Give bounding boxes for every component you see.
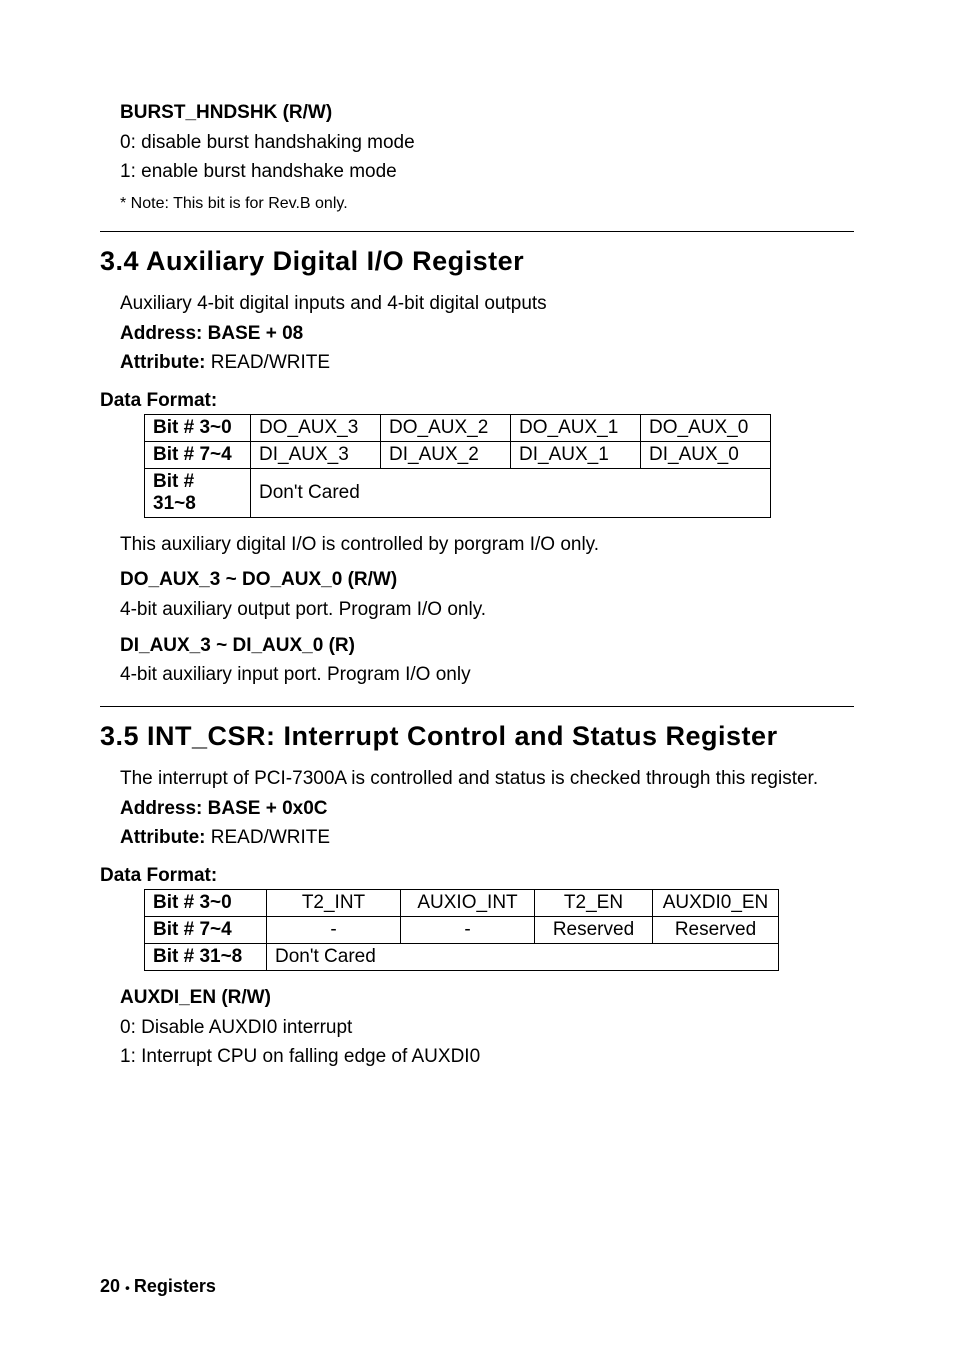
- sec34-attr-value: READ/WRITE: [211, 352, 330, 373]
- cell: Bit # 7~4: [145, 441, 251, 468]
- cell: DO_AUX_3: [251, 414, 381, 441]
- sec35-addr: Address: BASE + 0x0C: [120, 796, 854, 822]
- di-aux-title: DI_AUX_3 ~ DI_AUX_0 (R): [120, 633, 854, 659]
- table-row: Bit # 3~0 DO_AUX_3 DO_AUX_2 DO_AUX_1 DO_…: [145, 414, 771, 441]
- cell: DI_AUX_3: [251, 441, 381, 468]
- table-row: Bit # 31~8 Don't Cared: [145, 468, 771, 517]
- table-row: Bit # 3~0 T2_INT AUXIO_INT T2_EN AUXDI0_…: [145, 889, 779, 916]
- cell: AUXDI0_EN: [653, 889, 779, 916]
- cell: Reserved: [535, 916, 653, 943]
- do-aux-body: 4-bit auxiliary output port. Program I/O…: [120, 597, 854, 623]
- burst-note: * Note: This bit is for Rev.B only.: [120, 195, 854, 213]
- sec34-table: Bit # 3~0 DO_AUX_3 DO_AUX_2 DO_AUX_1 DO_…: [144, 414, 771, 518]
- sec34-attr: Attribute: READ/WRITE: [120, 350, 854, 376]
- burst-block: BURST_HNDSHK (R/W) 0: disable burst hand…: [120, 100, 854, 213]
- table-row: Bit # 31~8 Don't Cared: [145, 943, 779, 970]
- di-aux-body: 4-bit auxiliary input port. Program I/O …: [120, 662, 854, 688]
- table-row: Bit # 7~4 - - Reserved Reserved: [145, 916, 779, 943]
- cell: Bit # 31~8: [145, 468, 251, 517]
- burst-line1: 1: enable burst handshake mode: [120, 159, 854, 185]
- burst-title: BURST_HNDSHK (R/W): [120, 100, 854, 126]
- page-footer: 20 • Registers: [100, 1276, 216, 1297]
- burst-line0: 0: disable burst handshaking mode: [120, 130, 854, 156]
- sec35-intro: The interrupt of PCI-7300A is controlled…: [120, 766, 854, 792]
- sec35-attr-value: READ/WRITE: [211, 827, 330, 848]
- table-row: Bit # 7~4 DI_AUX_3 DI_AUX_2 DI_AUX_1 DI_…: [145, 441, 771, 468]
- cell: DO_AUX_2: [381, 414, 511, 441]
- sec34-body: Auxiliary 4-bit digital inputs and 4-bit…: [120, 291, 854, 376]
- bullet-icon: •: [125, 1279, 134, 1295]
- cell: Bit # 31~8: [145, 943, 267, 970]
- sec34-after-table: This auxiliary digital I/O is controlled…: [120, 532, 854, 558]
- sec34-title: 3.4 Auxiliary Digital I/O Register: [100, 246, 854, 277]
- sec34-attr-label: Attribute:: [120, 352, 211, 373]
- auxdi-line1: 1: Interrupt CPU on falling edge of AUXD…: [120, 1044, 854, 1070]
- cell: DO_AUX_1: [511, 414, 641, 441]
- cell: DI_AUX_1: [511, 441, 641, 468]
- auxdi-title: AUXDI_EN (R/W): [120, 985, 854, 1011]
- cell: Reserved: [653, 916, 779, 943]
- cell: Don't Cared: [267, 943, 779, 970]
- footer-section: Registers: [134, 1276, 216, 1296]
- sec34-dataformat: Data Format:: [100, 390, 854, 412]
- sec35-dataformat: Data Format:: [100, 865, 854, 887]
- sec35-table: Bit # 3~0 T2_INT AUXIO_INT T2_EN AUXDI0_…: [144, 889, 779, 971]
- sec34-intro: Auxiliary 4-bit digital inputs and 4-bit…: [120, 291, 854, 317]
- cell: -: [401, 916, 535, 943]
- sec35-body: The interrupt of PCI-7300A is controlled…: [120, 766, 854, 851]
- cell: -: [267, 916, 401, 943]
- page-number: 20: [100, 1276, 120, 1296]
- cell: Don't Cared: [251, 468, 771, 517]
- cell: T2_EN: [535, 889, 653, 916]
- cell: Bit # 3~0: [145, 414, 251, 441]
- sec35-attr-label: Attribute:: [120, 827, 211, 848]
- divider-35: [100, 706, 854, 707]
- cell: Bit # 3~0: [145, 889, 267, 916]
- cell: Bit # 7~4: [145, 916, 267, 943]
- cell: T2_INT: [267, 889, 401, 916]
- cell: DI_AUX_2: [381, 441, 511, 468]
- auxdi-line0: 0: Disable AUXDI0 interrupt: [120, 1015, 854, 1041]
- cell: AUXIO_INT: [401, 889, 535, 916]
- divider-34: [100, 231, 854, 232]
- do-aux-title: DO_AUX_3 ~ DO_AUX_0 (R/W): [120, 567, 854, 593]
- sec35-attr: Attribute: READ/WRITE: [120, 825, 854, 851]
- cell: DO_AUX_0: [641, 414, 771, 441]
- cell: DI_AUX_0: [641, 441, 771, 468]
- sec34-addr: Address: BASE + 08: [120, 321, 854, 347]
- sec35-title: 3.5 INT_CSR: Interrupt Control and Statu…: [100, 721, 854, 752]
